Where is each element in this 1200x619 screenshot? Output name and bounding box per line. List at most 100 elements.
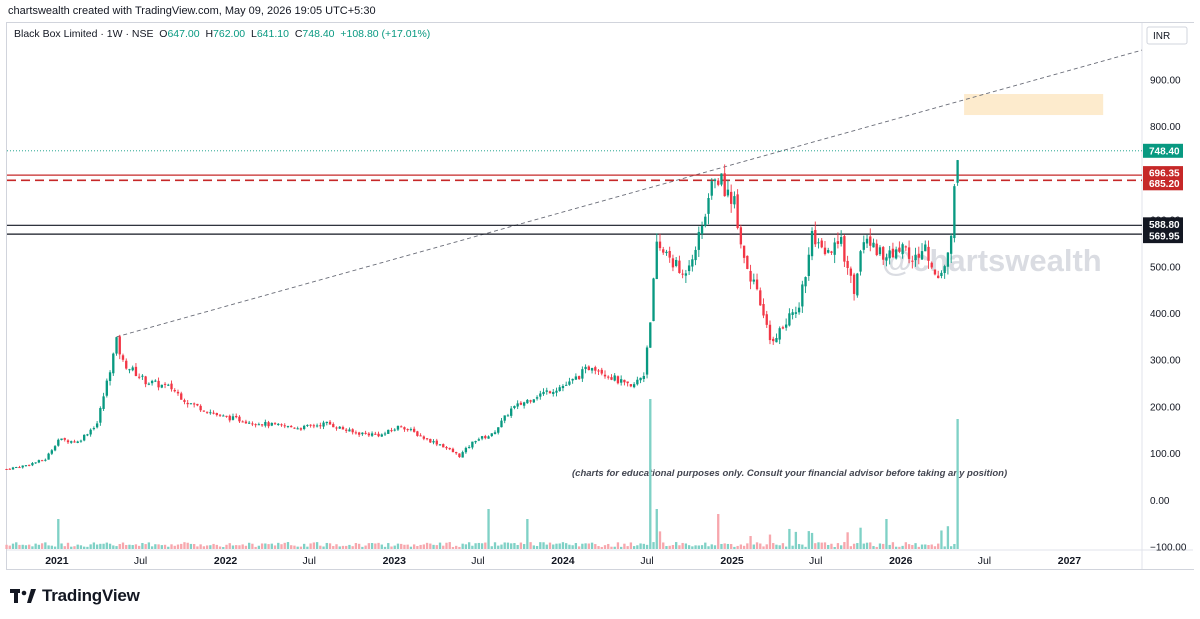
volume-bar: [150, 546, 154, 549]
candle-body: [590, 368, 594, 371]
volume-bar: [461, 543, 464, 549]
volume-bar: [729, 544, 733, 549]
x-tick-label: Jul: [471, 555, 484, 567]
volume-bar: [671, 545, 675, 549]
candle-body: [917, 253, 920, 258]
candle-body: [642, 376, 645, 380]
candle-body: [484, 436, 487, 439]
volume-bar: [70, 546, 73, 549]
x-tick-label: Jul: [978, 555, 991, 567]
currency-box[interactable]: [1146, 26, 1188, 45]
volume-bar: [484, 542, 487, 549]
candle-body: [83, 434, 86, 441]
y-tick-label: 300.00: [1150, 356, 1181, 367]
volume-bar: [131, 545, 134, 549]
volume-bar: [519, 542, 523, 549]
candle-body: [390, 430, 393, 432]
candle-body: [47, 453, 50, 460]
x-tick-label: Jul: [809, 555, 822, 567]
close-label: C: [294, 28, 303, 40]
candle-body: [904, 246, 908, 248]
candle-body: [429, 438, 432, 443]
candle-body: [956, 160, 959, 183]
volume-bar: [587, 543, 590, 549]
volume-bar: [283, 542, 286, 549]
volume-bar: [956, 419, 959, 549]
symbol-bar[interactable]: Black Box Limited · 1W · NSE O647.00 H76…: [14, 28, 430, 40]
candle-body: [37, 460, 41, 463]
candle-body: [251, 423, 254, 425]
volume-bar: [435, 545, 438, 549]
candle-body: [170, 383, 173, 390]
candle-body: [490, 433, 493, 436]
candle-body: [53, 446, 57, 451]
volume-bar: [400, 543, 403, 549]
candle-body: [196, 403, 199, 406]
candle-body: [199, 405, 202, 411]
candle-body: [652, 278, 655, 322]
candle-body: [891, 248, 895, 258]
candle-body: [510, 408, 513, 416]
candle-body: [374, 433, 377, 435]
candle-body: [73, 441, 76, 443]
candle-body: [225, 415, 228, 417]
volume-bar: [885, 519, 888, 549]
candle-body: [542, 391, 545, 395]
volume-bar: [225, 544, 228, 549]
volume-bar: [254, 546, 257, 549]
candle-body: [95, 423, 99, 428]
volume-bar: [733, 546, 736, 549]
volume-bar: [649, 399, 652, 549]
candle-body: [862, 242, 865, 250]
candle-body: [57, 439, 60, 446]
tradingview-logo-icon: [10, 589, 36, 603]
volume-bar: [810, 532, 814, 549]
volume-bar: [215, 544, 218, 549]
volume-bar: [474, 543, 477, 549]
candle-body: [687, 265, 691, 272]
candle-body: [387, 429, 390, 434]
candle-body: [115, 337, 118, 354]
volume-bar: [176, 544, 180, 549]
volume-bar: [286, 542, 290, 549]
candle-body: [759, 290, 762, 306]
candle-body: [406, 429, 409, 431]
candle-body: [584, 366, 587, 370]
volume-bar: [205, 545, 209, 549]
volume-bar: [865, 542, 869, 549]
candle-body: [645, 347, 649, 375]
candle-body: [577, 376, 581, 380]
candle-body: [859, 251, 862, 272]
candle-body: [409, 429, 413, 431]
volume-bar: [522, 544, 526, 549]
volume-bar: [306, 546, 309, 549]
candle-body: [807, 254, 810, 276]
candle-body: [341, 427, 345, 430]
volume-bar: [393, 545, 396, 549]
candle-body: [613, 375, 616, 381]
volume-bar: [160, 545, 163, 549]
volume-bar: [325, 542, 328, 549]
volume-bar: [403, 544, 406, 549]
volume-bar: [438, 542, 442, 549]
volume-bar: [296, 546, 299, 549]
volume-bar: [623, 543, 626, 549]
candle-body: [901, 244, 904, 255]
candle-body: [684, 273, 688, 276]
candle-body: [587, 366, 590, 371]
candle-body: [412, 428, 416, 432]
volume-bar: [357, 543, 361, 549]
candle-body: [380, 434, 383, 437]
volume-bar: [752, 544, 755, 549]
candle-body: [506, 415, 510, 417]
volume-bar: [839, 545, 843, 549]
volume-bar: [571, 545, 574, 549]
candle-body: [937, 275, 940, 279]
candle-body: [63, 438, 66, 440]
volume-bar: [610, 546, 613, 549]
tradingview-logo[interactable]: TradingView: [10, 586, 140, 606]
candle-body: [34, 462, 37, 464]
volume-bar: [471, 545, 474, 549]
volume-bar: [535, 545, 539, 549]
